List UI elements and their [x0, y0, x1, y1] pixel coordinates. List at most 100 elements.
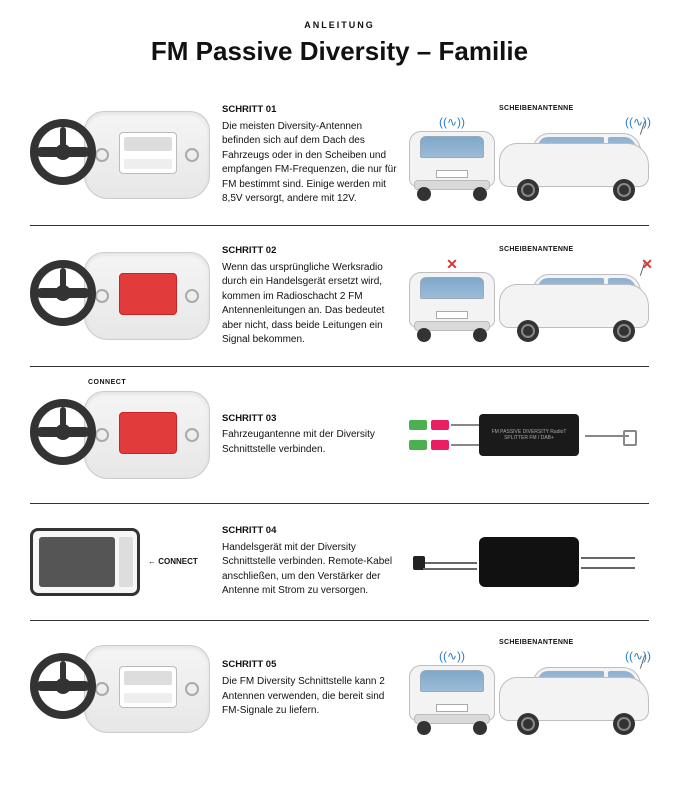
dashboard-illustration	[30, 105, 210, 205]
splitter-box-label: FM PASSIVE DIVERSITY RadioT SPLITTER FM …	[479, 429, 579, 441]
step-right-illustration: SCHEIBENANTENNE ((∿)) ((∿))	[409, 639, 649, 739]
cable	[423, 562, 477, 564]
step-row: ← CONNECT SCHRITT 04 Handelsgerät mit de…	[30, 504, 649, 621]
splitter-box: FM PASSIVE DIVERSITY RadioT SPLITTER FM …	[479, 414, 579, 456]
step-right-illustration: SCHEIBENANTENNE ✕ ✕	[409, 246, 649, 346]
cable	[451, 424, 479, 426]
radio-slot	[119, 132, 177, 174]
step-text: SCHRITT 03 Fahrzeugantenne mit der Diver…	[222, 412, 397, 458]
signal-waves-icon: ((∿))	[439, 649, 465, 663]
step-text: SCHRITT 04 Handelsgerät mit der Diversit…	[222, 524, 397, 599]
radio-slot	[119, 273, 177, 315]
signal-waves-icon: ((∿))	[625, 115, 651, 129]
dashboard-body	[84, 645, 210, 733]
headunit-controls	[119, 537, 133, 587]
step-left-illustration: ← CONNECT	[30, 522, 210, 602]
rear-window	[420, 136, 484, 158]
rear-plate	[436, 311, 468, 319]
cable-connector	[585, 435, 629, 437]
dash-knob-left	[95, 289, 109, 303]
step-right-illustration: SCHEIBENANTENNE ((∿)) ((∿))	[409, 105, 649, 205]
step-row: SCHRITT 05 Die FM Diversity Schnittstell…	[30, 621, 649, 757]
kicker: ANLEITUNG	[30, 20, 649, 30]
signal-waves-icon: ((∿))	[439, 115, 465, 129]
signal-waves-icon: ((∿))	[625, 649, 651, 663]
step-description: Wenn das ursprüngliche Werksradio durch …	[222, 261, 397, 348]
wheel-icon	[417, 328, 431, 342]
cable	[423, 568, 477, 570]
step-text: SCHRITT 02 Wenn das ursprüngliche Werksr…	[222, 244, 397, 348]
step-left-illustration	[30, 105, 210, 205]
radio-display	[124, 671, 172, 685]
dashboard-body	[84, 111, 210, 199]
page-title: FM Passive Diversity – Familie	[30, 36, 649, 67]
wheel-icon	[517, 179, 539, 201]
wheel-icon	[417, 187, 431, 201]
dash-knob-left	[95, 428, 109, 442]
dash-knob-right	[185, 289, 199, 303]
amplifier-illustration	[409, 527, 649, 597]
steps-container: SCHRITT 01 Die meisten Diversity-Antenne…	[30, 85, 649, 757]
radio-buttons	[124, 693, 172, 703]
connect-arrow-label: ← CONNECT	[148, 557, 198, 566]
car-rear-body	[409, 272, 495, 328]
step-label: SCHRITT 02	[222, 244, 397, 258]
headunit-body	[30, 528, 140, 596]
dash-knob-left	[95, 148, 109, 162]
car-rear-view: ((∿))	[409, 121, 495, 199]
no-signal-icon: ✕	[641, 256, 653, 273]
step-left-illustration: CONNECT	[30, 385, 210, 485]
cable	[581, 557, 635, 559]
step-left-illustration	[30, 246, 210, 346]
step-description: Die FM Diversity Schnittstelle kann 2 An…	[222, 675, 397, 719]
wheel-icon	[473, 721, 487, 735]
wheel-icon	[613, 320, 635, 342]
dashboard-body	[84, 252, 210, 340]
step-left-illustration	[30, 639, 210, 739]
dash-knob-right	[185, 148, 199, 162]
dashboard-body	[84, 391, 210, 479]
car-side-view: ((∿))	[499, 661, 649, 733]
dash-knob-right	[185, 428, 199, 442]
plug-green	[409, 440, 427, 450]
radio-display	[124, 137, 172, 151]
headunit-illustration: ← CONNECT	[30, 522, 210, 602]
step-text: SCHRITT 01 Die meisten Diversity-Antenne…	[222, 103, 397, 207]
step-row: SCHRITT 02 Wenn das ursprüngliche Werksr…	[30, 226, 649, 367]
headunit-screen	[39, 537, 115, 587]
wheel-icon	[517, 713, 539, 735]
steering-wheel	[30, 399, 96, 465]
no-signal-icon: ✕	[446, 256, 458, 273]
radio-slot	[119, 412, 177, 454]
wheel-icon	[517, 320, 539, 342]
dash-knob-right	[185, 682, 199, 696]
car-rear-view: ((∿))	[409, 655, 495, 733]
rear-plate	[436, 170, 468, 178]
step-text: SCHRITT 05 Die FM Diversity Schnittstell…	[222, 658, 397, 718]
step-row: SCHRITT 01 Die meisten Diversity-Antenne…	[30, 85, 649, 226]
steering-wheel	[30, 653, 96, 719]
wheel-icon	[473, 187, 487, 201]
step-description: Handelsgerät mit der Diversity Schnittst…	[222, 541, 397, 599]
plug-pink	[431, 440, 449, 450]
step-right-illustration: FM PASSIVE DIVERSITY RadioT SPLITTER FM …	[409, 400, 649, 470]
car-side-view: ((∿))	[499, 127, 649, 199]
step-label: SCHRITT 03	[222, 412, 397, 426]
step-label: SCHRITT 01	[222, 103, 397, 117]
steering-wheel	[30, 119, 96, 185]
step-label: SCHRITT 04	[222, 524, 397, 538]
cable	[581, 567, 635, 569]
dashboard-illustration: CONNECT	[30, 385, 210, 485]
cars-illustration: SCHEIBENANTENNE ✕ ✕	[409, 246, 649, 346]
cars-illustration: SCHEIBENANTENNE ((∿)) ((∿))	[409, 639, 649, 739]
wheel-icon	[473, 328, 487, 342]
scheibenantenne-label: SCHEIBENANTENNE	[499, 105, 574, 112]
step-right-illustration	[409, 527, 649, 597]
wheel-icon	[417, 721, 431, 735]
step-row: CONNECT SCHRITT 03 Fahrzeugantenne mit d…	[30, 367, 649, 504]
connect-label: CONNECT	[86, 379, 128, 386]
rear-plate	[436, 704, 468, 712]
car-side-view: ✕	[499, 268, 649, 340]
dashboard-illustration	[30, 639, 210, 739]
rear-window	[420, 277, 484, 299]
